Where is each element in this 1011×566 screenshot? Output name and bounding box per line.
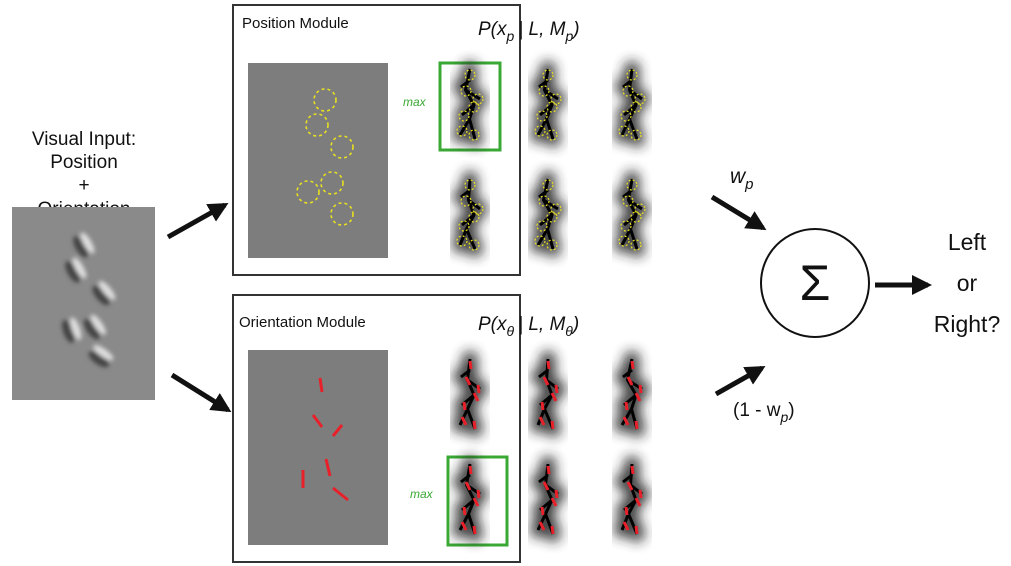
output-line: Left <box>948 229 987 255</box>
diagram: Visual Input: Position + Orientation Pos… <box>0 0 1011 566</box>
arrow <box>716 368 762 394</box>
input-line: Visual Input: <box>32 129 136 150</box>
template <box>535 69 561 140</box>
template-dash <box>478 490 479 498</box>
module-title: Orientation Module <box>239 314 366 331</box>
weight-base: (1 - w <box>733 400 781 421</box>
weight-base: ) <box>788 400 794 421</box>
template-dash <box>632 361 633 369</box>
template-dash <box>556 385 557 393</box>
formula-part: ) <box>571 19 579 40</box>
template-dash <box>626 507 627 515</box>
template-dash <box>474 421 475 429</box>
template-dash <box>552 421 553 429</box>
input-label: Visual Input: Position + Orientation <box>32 129 136 220</box>
template-dash <box>626 402 627 410</box>
input-line: + <box>78 175 89 196</box>
template <box>538 464 558 534</box>
template-dash <box>548 466 549 474</box>
arrow <box>712 197 763 228</box>
template-dash <box>636 421 637 429</box>
template-dash <box>636 526 637 534</box>
output-line: or <box>957 270 978 296</box>
arrow <box>172 375 228 410</box>
sum-symbol: Σ <box>800 255 831 311</box>
template-dash <box>548 361 549 369</box>
formula-part: P(x <box>478 314 508 335</box>
template-dash <box>474 526 475 534</box>
weight-sub: p <box>780 409 789 425</box>
template <box>535 179 561 250</box>
output-line: Right? <box>934 311 1000 337</box>
formula-sub: p <box>506 28 515 44</box>
formula-part: P(x <box>478 19 508 40</box>
orientation-image <box>248 350 388 545</box>
template <box>622 464 642 534</box>
template-dash <box>542 402 543 410</box>
template <box>460 464 480 534</box>
template-dash <box>632 466 633 474</box>
weight-sub: p <box>744 176 753 193</box>
output-label: Left or Right? <box>934 229 1000 337</box>
formula-sub: θ <box>507 323 515 339</box>
weight-top: wp <box>730 165 754 193</box>
formula-part: ) <box>571 314 579 335</box>
template-dash <box>478 385 479 393</box>
template-dash <box>470 466 471 474</box>
template <box>619 69 645 140</box>
template-dash <box>542 507 543 515</box>
max-label: max <box>403 95 427 109</box>
formula-part: | L, M <box>518 19 565 40</box>
template-dash <box>464 402 465 410</box>
template-dash <box>640 385 641 393</box>
template <box>460 359 480 429</box>
input-line: Position <box>50 152 118 173</box>
template <box>619 179 645 250</box>
template-dash <box>470 361 471 369</box>
template-dash <box>640 490 641 498</box>
max-label: max <box>410 487 434 501</box>
template-dash <box>556 490 557 498</box>
formula-sub: p <box>564 28 573 44</box>
template <box>538 359 558 429</box>
template-dash <box>464 507 465 515</box>
weight-bottom: (1 - wp) <box>733 400 795 425</box>
formula-part: | L, M <box>518 314 565 335</box>
orientation-dash <box>320 378 322 392</box>
module-title: Position Module <box>242 15 349 32</box>
arrow <box>168 205 225 237</box>
template-dash <box>552 526 553 534</box>
template <box>622 359 642 429</box>
